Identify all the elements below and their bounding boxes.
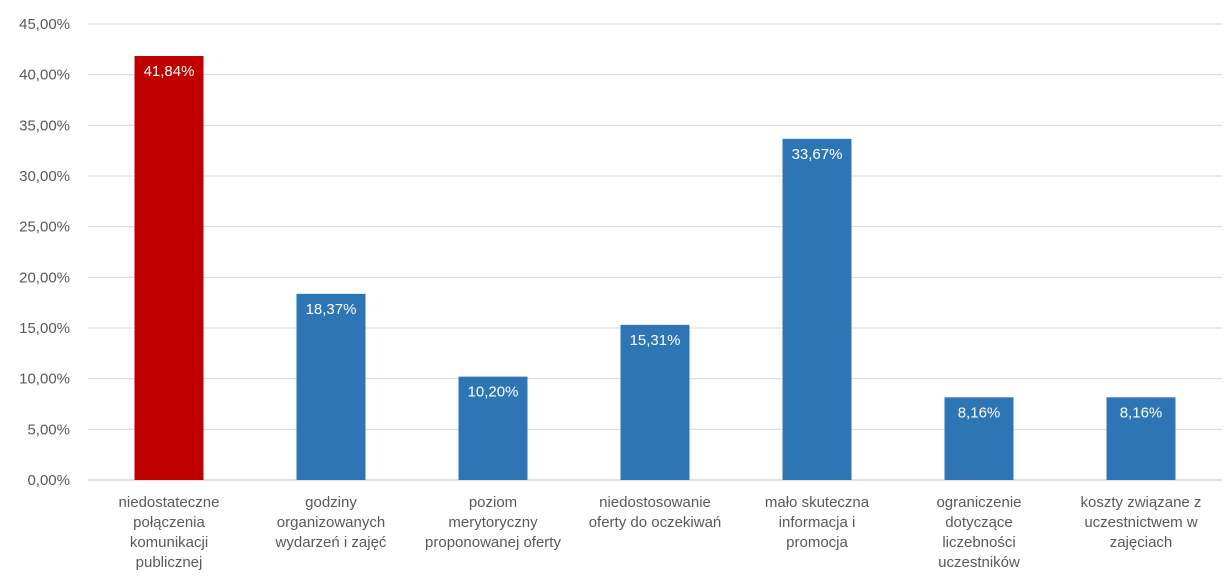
bar bbox=[944, 397, 1014, 480]
data-label: 18,37% bbox=[306, 301, 357, 318]
bar bbox=[296, 293, 366, 480]
y-tick-label: 45,00% bbox=[19, 16, 70, 33]
y-tick-label: 35,00% bbox=[19, 117, 70, 134]
data-label: 41,84% bbox=[144, 63, 195, 80]
y-tick-label: 0,00% bbox=[27, 472, 70, 489]
data-label: 10,20% bbox=[468, 384, 519, 401]
data-label: 33,67% bbox=[792, 146, 843, 163]
data-labels: 41,84% 18,37% 10,20% 15,31% 33,67% 8,16% 8,16% bbox=[144, 63, 1163, 421]
bar bbox=[458, 376, 528, 480]
bar bbox=[134, 56, 204, 480]
y-tick-label: 40,00% bbox=[19, 67, 70, 84]
bar bbox=[620, 324, 690, 480]
y-tick-label: 5,00% bbox=[27, 421, 70, 438]
y-axis: 0,00% 5,00% 10,00% 15,00% 20,00% 25,00% 30,00%… bbox=[19, 16, 70, 489]
x-axis: niedostateczne połączenia komunikacji publi… bbox=[119, 494, 1202, 571]
y-tick-label: 20,00% bbox=[19, 269, 70, 286]
gridlines bbox=[88, 23, 1222, 481]
x-tick-label: poziom merytoryczny proponowanej oferty bbox=[425, 494, 561, 551]
bar bbox=[782, 138, 852, 480]
x-tick-label: mało skuteczna informacja i promocja bbox=[765, 494, 870, 551]
x-tick-label: niedostosowanie oferty do oczekiwań bbox=[589, 494, 722, 531]
data-label: 15,31% bbox=[630, 332, 681, 349]
x-tick-label: ograniczenie dotyczące liczebności uczestni… bbox=[936, 494, 1021, 571]
data-label: 8,16% bbox=[958, 404, 1001, 421]
y-tick-label: 25,00% bbox=[19, 219, 70, 236]
y-tick-label: 15,00% bbox=[19, 320, 70, 337]
bar bbox=[1106, 397, 1176, 480]
bars bbox=[134, 56, 1176, 480]
y-tick-label: 30,00% bbox=[19, 168, 70, 185]
x-tick-label: koszty związane z uczestnictwem w zajęciac… bbox=[1081, 494, 1202, 551]
y-tick-label: 10,00% bbox=[19, 371, 70, 388]
x-tick-label: godziny organizowanych wydarzeń i zajęć bbox=[275, 494, 387, 551]
data-label: 8,16% bbox=[1120, 404, 1163, 421]
x-tick-label: niedostateczne połączenia komunikacji publi… bbox=[119, 494, 220, 571]
